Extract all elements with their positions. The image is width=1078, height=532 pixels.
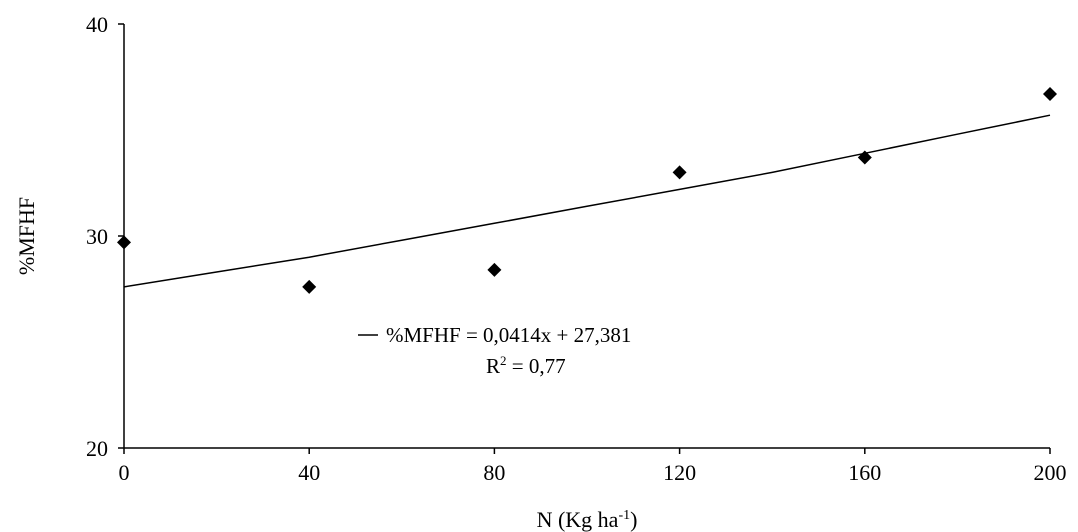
- data-point: [302, 279, 317, 294]
- trendline-equation: %MFHF = 0,0414x + 27,381: [386, 323, 631, 347]
- data-point: [672, 165, 687, 180]
- x-tick-label: 200: [1034, 460, 1067, 485]
- axes: [123, 24, 1050, 449]
- x-tick-label: 40: [298, 460, 320, 485]
- trendline: [123, 114, 1051, 288]
- x-axis-title: N (Kg ha-1): [537, 507, 638, 532]
- y-axis-title: %MFHF: [14, 197, 39, 275]
- r-squared-sup: 2: [500, 353, 507, 368]
- x-axis-title-main: N (Kg ha: [537, 507, 619, 532]
- x-axis-title-sup: -1: [618, 508, 630, 523]
- r-squared: R2 = 0,77: [486, 353, 566, 378]
- data-point: [1043, 86, 1057, 101]
- trendline-annotation: %MFHF = 0,0414x + 27,381 R2 = 0,77: [358, 323, 631, 378]
- y-tick-label: 20: [86, 436, 108, 461]
- x-axis-title-close: ): [630, 507, 637, 532]
- y-tick-label: 30: [86, 224, 108, 249]
- data-point: [117, 235, 131, 250]
- r-squared-value: = 0,77: [507, 354, 566, 378]
- data-point: [487, 262, 502, 277]
- x-tick-label: 120: [663, 460, 696, 485]
- y-tick-label: 40: [86, 12, 108, 37]
- r-squared-prefix: R: [486, 354, 500, 378]
- data-points: [117, 86, 1057, 294]
- data-point: [857, 150, 872, 165]
- x-tick-label: 0: [119, 460, 130, 485]
- x-tick-label: 80: [483, 460, 505, 485]
- trendline-group: [123, 114, 1051, 288]
- ticks: 0 40 80 120 160 200 20 30 40: [86, 12, 1067, 485]
- x-tick-label: 160: [848, 460, 881, 485]
